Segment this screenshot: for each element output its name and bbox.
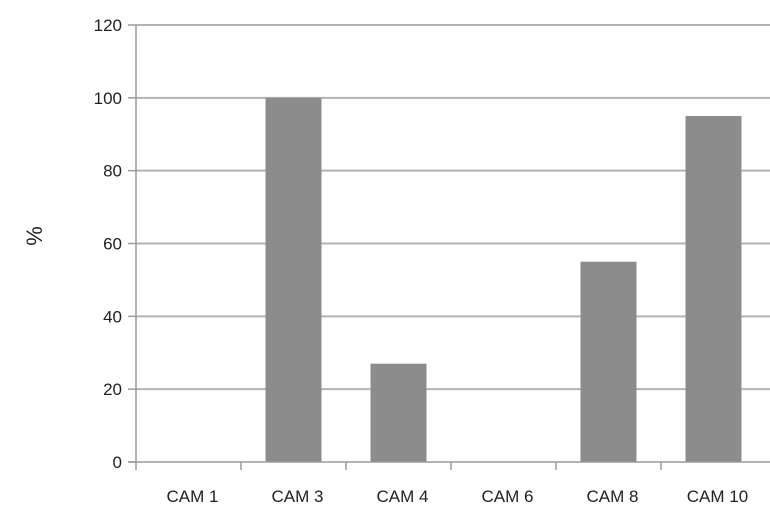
y-tick-label: 80 (103, 162, 122, 181)
bar (265, 97, 322, 462)
x-tick-label: CAM 4 (377, 487, 429, 506)
y-axis-title: % (22, 226, 47, 246)
bars (265, 97, 742, 463)
bar (580, 261, 637, 462)
tick-labels: 0 20 40 60 80 100 120 CAM 1 CAM 3 CAM 4 CAM 6 CAM 8… (94, 16, 749, 506)
axes (128, 24, 770, 470)
y-tick-label: 20 (103, 380, 122, 399)
grid-lines (136, 24, 770, 391)
x-tick-label: CAM 8 (587, 487, 639, 506)
bar (370, 363, 427, 462)
x-tick-label: CAM 3 (272, 487, 324, 506)
y-tick-label: 120 (94, 16, 122, 35)
x-tick-label: CAM 1 (167, 487, 219, 506)
y-tick-label: 40 (103, 307, 122, 326)
bar (685, 116, 742, 463)
y-tick-label: 60 (103, 235, 122, 254)
y-tick-label: 0 (113, 453, 122, 472)
x-tick-label: CAM 10 (687, 487, 748, 506)
x-tick-label: CAM 6 (482, 487, 534, 506)
y-tick-label: 100 (94, 89, 122, 108)
